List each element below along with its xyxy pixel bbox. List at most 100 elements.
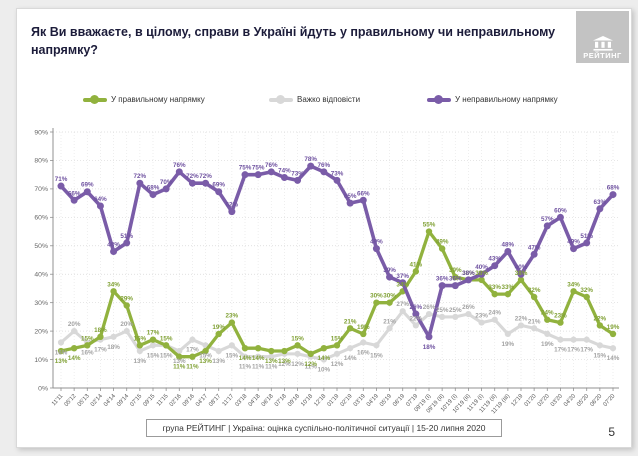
- svg-text:48%: 48%: [502, 241, 515, 248]
- svg-text:19%: 19%: [541, 341, 554, 348]
- svg-text:05'19: 05'19: [379, 393, 393, 408]
- svg-text:40%: 40%: [475, 264, 488, 271]
- svg-text:25%: 25%: [449, 307, 462, 314]
- svg-text:0%: 0%: [38, 385, 48, 392]
- svg-text:11%: 11%: [305, 364, 318, 371]
- svg-text:17%: 17%: [580, 347, 593, 354]
- svg-text:02'19: 02'19: [340, 393, 354, 408]
- svg-text:34%: 34%: [107, 281, 120, 288]
- svg-text:05'20: 05'20: [576, 393, 590, 408]
- svg-text:15%: 15%: [370, 352, 383, 359]
- svg-text:01'20: 01'20: [524, 393, 538, 408]
- svg-text:22%: 22%: [594, 315, 607, 322]
- svg-text:68%: 68%: [607, 185, 620, 192]
- svg-text:63%: 63%: [594, 199, 607, 206]
- svg-text:24%: 24%: [541, 310, 554, 317]
- svg-text:07'18: 07'18: [274, 393, 288, 408]
- svg-text:18%: 18%: [94, 327, 107, 334]
- page-number: 5: [608, 425, 615, 439]
- svg-text:22%: 22%: [515, 315, 528, 322]
- svg-text:14%: 14%: [252, 355, 265, 362]
- svg-text:49%: 49%: [370, 239, 383, 246]
- svg-text:39%: 39%: [383, 267, 396, 274]
- svg-text:51%: 51%: [120, 233, 133, 240]
- svg-text:55%: 55%: [423, 222, 436, 229]
- svg-text:18%: 18%: [423, 344, 436, 351]
- svg-text:23%: 23%: [554, 313, 567, 320]
- svg-text:11%: 11%: [239, 364, 252, 371]
- svg-text:23%: 23%: [475, 313, 488, 320]
- svg-text:16%: 16%: [55, 349, 68, 356]
- svg-text:04'19: 04'19: [366, 393, 380, 408]
- svg-text:25%: 25%: [436, 307, 449, 314]
- svg-text:41%: 41%: [410, 261, 423, 268]
- svg-text:12'19: 12'19: [511, 393, 525, 408]
- svg-text:20%: 20%: [68, 321, 81, 328]
- svg-text:36%: 36%: [436, 276, 449, 283]
- svg-text:04'14: 04'14: [103, 393, 117, 408]
- svg-text:09'14: 09'14: [116, 393, 130, 408]
- svg-text:01'19: 01'19: [327, 393, 341, 408]
- svg-text:16%: 16%: [357, 349, 370, 356]
- svg-text:12%: 12%: [331, 361, 344, 368]
- svg-text:50%: 50%: [34, 243, 48, 250]
- svg-text:18%: 18%: [107, 344, 120, 351]
- svg-text:33%: 33%: [502, 284, 515, 291]
- footer: група РЕЙТИНГ | Україна: оцінка суспільн…: [17, 418, 631, 437]
- svg-text:12%: 12%: [304, 361, 317, 368]
- svg-text:80%: 80%: [34, 158, 48, 165]
- svg-text:21%: 21%: [344, 318, 357, 325]
- svg-text:30%: 30%: [34, 300, 48, 307]
- legend-item-right-direction: У правильному напрямку: [83, 95, 205, 104]
- svg-text:11'11: 11'11: [51, 393, 64, 407]
- svg-text:02'20: 02'20: [537, 393, 551, 408]
- svg-text:38%: 38%: [462, 270, 475, 277]
- svg-text:03'20: 03'20: [550, 393, 564, 408]
- svg-text:17%: 17%: [147, 330, 160, 337]
- svg-text:14%: 14%: [318, 355, 331, 362]
- svg-text:10'18: 10'18: [300, 393, 314, 408]
- svg-text:11%: 11%: [173, 364, 186, 371]
- svg-text:19%: 19%: [502, 341, 515, 348]
- svg-text:14%: 14%: [344, 355, 357, 362]
- svg-text:15%: 15%: [291, 335, 304, 342]
- svg-text:27%: 27%: [396, 301, 409, 308]
- svg-text:19%: 19%: [212, 324, 225, 331]
- svg-text:90%: 90%: [34, 129, 48, 136]
- svg-text:19%: 19%: [357, 324, 370, 331]
- svg-text:29%: 29%: [120, 296, 133, 303]
- svg-text:39%: 39%: [449, 267, 462, 274]
- svg-text:64%: 64%: [94, 196, 107, 203]
- svg-text:11'17: 11'17: [222, 393, 236, 407]
- svg-text:15%: 15%: [160, 352, 173, 359]
- svg-text:34%: 34%: [396, 281, 409, 288]
- svg-text:60%: 60%: [554, 207, 567, 214]
- svg-text:15%: 15%: [199, 352, 212, 359]
- svg-text:75%: 75%: [252, 165, 265, 172]
- svg-text:06'19: 06'19: [392, 393, 406, 408]
- svg-text:65%: 65%: [344, 193, 357, 200]
- svg-text:34%: 34%: [567, 281, 580, 288]
- svg-text:13%: 13%: [173, 358, 186, 365]
- rating-logo: РЕЙТИНГ: [576, 11, 629, 63]
- svg-text:07'20: 07'20: [603, 393, 617, 408]
- svg-text:43%: 43%: [488, 256, 501, 263]
- svg-text:32%: 32%: [528, 287, 541, 294]
- svg-text:40%: 40%: [34, 272, 48, 279]
- svg-text:24%: 24%: [488, 310, 501, 317]
- svg-text:57%: 57%: [541, 216, 554, 223]
- svg-text:14%: 14%: [239, 355, 252, 362]
- columns-icon: [592, 36, 613, 51]
- svg-text:40%: 40%: [515, 264, 528, 271]
- svg-text:13%: 13%: [265, 358, 278, 365]
- svg-text:62%: 62%: [226, 202, 239, 209]
- svg-text:13%: 13%: [212, 358, 225, 365]
- chart-svg: 0%10%20%30%40%50%60%70%80%90%11'11 05'12 0…: [34, 128, 620, 415]
- svg-text:76%: 76%: [265, 162, 278, 169]
- svg-text:49%: 49%: [436, 239, 449, 246]
- svg-text:14%: 14%: [68, 355, 81, 362]
- svg-text:72%: 72%: [134, 173, 147, 180]
- svg-text:12%: 12%: [278, 361, 291, 368]
- svg-text:10%: 10%: [318, 367, 331, 374]
